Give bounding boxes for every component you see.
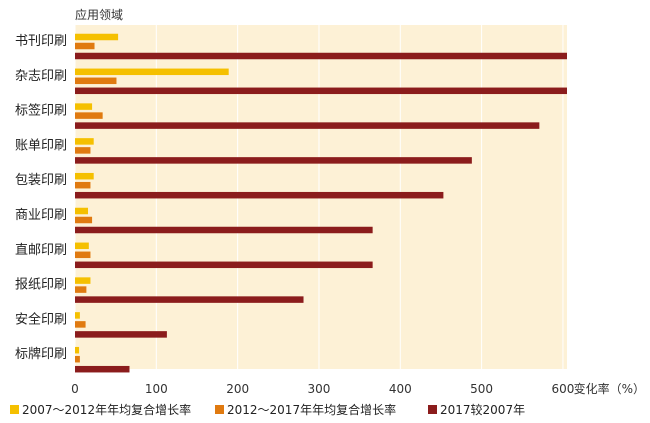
bar	[75, 122, 540, 129]
x-tick-label: 200	[226, 382, 249, 396]
category-label: 账单印刷	[15, 138, 67, 153]
bar	[75, 286, 87, 293]
x-tick-label: 400	[389, 382, 412, 396]
bar	[75, 226, 373, 234]
bar	[75, 181, 91, 189]
legend-swatch	[215, 405, 224, 414]
bar	[75, 216, 93, 224]
x-tick-label: 300	[308, 382, 331, 396]
category-label: 安全印刷	[15, 311, 67, 327]
bar	[75, 365, 130, 373]
bar	[75, 191, 444, 199]
bar	[75, 157, 472, 164]
x-tick-label: 500	[470, 382, 493, 396]
legend-swatch	[428, 405, 437, 414]
bar	[75, 296, 304, 303]
category-label: 报纸印刷	[15, 278, 67, 293]
bar	[75, 331, 167, 338]
legend-label: 2017较2007年	[440, 402, 525, 417]
legend-swatch	[10, 405, 19, 414]
bar	[75, 103, 93, 110]
bar	[75, 77, 117, 85]
bar	[75, 42, 95, 50]
x-tick-label: 600	[551, 382, 574, 396]
bar	[75, 346, 80, 354]
category-label: 杂志印刷	[15, 69, 67, 84]
bar	[75, 68, 229, 76]
category-label: 商业印刷	[15, 208, 67, 223]
bar	[75, 172, 94, 180]
category-label: 直邮印刷	[15, 243, 67, 258]
category-label: 包装印刷	[15, 173, 67, 188]
legend-label: 2012～2017年年均复合增长率	[227, 402, 396, 417]
category-label: 标签印刷	[15, 103, 67, 119]
bar	[75, 207, 89, 215]
category-label: 标牌印刷	[15, 346, 67, 362]
bar	[75, 312, 80, 319]
bar	[75, 147, 91, 154]
bar	[75, 112, 103, 119]
category-label: 书刊印刷	[15, 34, 67, 49]
y-axis-title: 应用领域	[75, 7, 123, 22]
bar	[75, 355, 80, 363]
bar	[75, 261, 373, 269]
x-tick-label: 0	[71, 382, 79, 396]
bar	[75, 138, 94, 145]
bar	[75, 321, 86, 328]
x-axis-title: 变化率（%）	[574, 381, 645, 396]
bar	[75, 87, 567, 95]
bar	[75, 242, 89, 250]
bar	[75, 277, 91, 284]
bar	[75, 251, 91, 259]
bar	[75, 33, 119, 41]
bar	[75, 52, 567, 60]
legend-label: 2007～2012年年均复合增长率	[22, 402, 191, 417]
x-tick-label: 100	[145, 382, 168, 396]
